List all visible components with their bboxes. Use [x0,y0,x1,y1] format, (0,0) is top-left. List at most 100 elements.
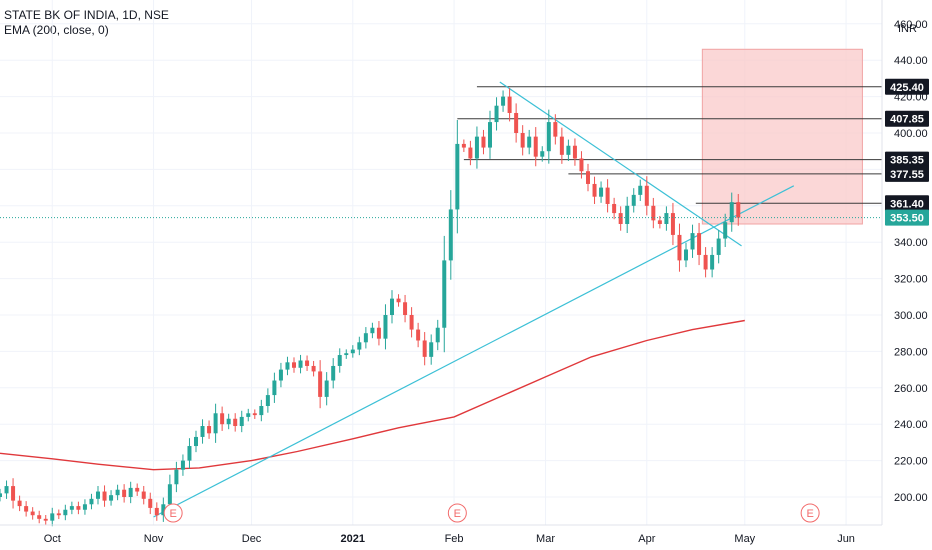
candle-body [651,205,656,221]
x-tick-label: 2021 [341,533,365,545]
level-price-tag: 407.85 [885,110,929,127]
level-price-tag: 425.40 [885,78,929,95]
target-zone-rect [701,48,863,225]
x-tick-label: Mar [536,533,555,545]
candle-body [605,187,610,204]
candle-body [559,136,564,155]
candle-body [115,489,120,496]
candle-body [161,504,166,516]
candle-body [344,353,349,356]
candle-body [187,446,192,461]
candle-body [350,349,355,354]
candle-body [403,302,408,315]
event-badge [447,503,467,523]
y-tick-label: 200.00 [894,492,928,504]
candle-body [69,506,74,510]
candle-body [194,436,198,447]
candle-body [220,413,225,425]
ema-200-line [0,319,745,471]
candle-body [337,355,342,366]
candle-body [644,185,649,206]
candle-body [520,133,525,148]
candle-body [141,491,146,499]
candle-body [501,96,506,106]
level-price-tag: 385.35 [885,151,929,168]
level-price-tag-bg [885,78,929,95]
candle-body [566,145,571,155]
candle-body [272,380,277,396]
candle-body [494,105,499,123]
x-tick-label: Feb [445,533,464,545]
candle-body [370,327,375,334]
candles [0,88,741,527]
event-badge [163,503,183,523]
candle-body [631,194,636,206]
candle-body [4,486,9,494]
y-tick-label: 220.00 [894,456,928,468]
trendline [153,185,795,518]
candle-body [481,136,486,148]
candle-body [416,329,421,341]
candle-body [488,122,492,148]
indicator-legend: EMA (200, close, 0) [4,23,109,37]
candle-body [710,254,715,270]
candle-body [448,209,453,261]
currency-label: INR [898,23,917,35]
candle-body [76,506,81,510]
candle-body [24,506,29,512]
candle-body [128,487,133,497]
candle-body [239,416,244,427]
last-price-tag: 353.50 [885,209,929,226]
candle-body [657,220,662,224]
candle-body [474,136,479,159]
candle-body [331,365,336,381]
candle-body [618,213,623,224]
candle-body [677,234,682,261]
candle-body [697,233,702,255]
candle-body [0,493,2,497]
candle-body [357,342,362,350]
candle-body [553,122,558,137]
candle-body [37,515,42,519]
candle-body [527,136,532,148]
candle-body [285,362,290,370]
level-price-tag-bg [885,165,929,182]
x-tick-label: Nov [144,533,164,545]
candle-body [599,187,604,197]
level-price-tag-text: 377.55 [890,169,924,181]
level-price-tag-bg [885,151,929,168]
symbol-title: STATE BK OF INDIA, 1D, NSE [4,8,169,22]
horizontal-levels [457,86,882,204]
level-price-tag-text: 407.85 [890,114,924,126]
candle-body [122,489,127,497]
y-tick-label: 460.00 [894,19,928,31]
candle-body [729,202,734,223]
candle-body [56,513,61,516]
candle-body [17,500,22,507]
candle-body [324,380,329,397]
candle-body [468,147,473,159]
candle-body [180,460,185,470]
candle-body [592,183,597,197]
candle-body [318,371,323,397]
candle-body [540,151,545,157]
level-price-tag: 361.40 [885,195,929,212]
y-tick-label: 300.00 [894,310,928,322]
candle-body [435,327,440,343]
event-label: E [454,508,461,520]
candle-body [154,507,159,516]
y-tick-label: 280.00 [894,346,928,358]
candle-body [514,112,519,133]
target-zone [701,48,863,225]
candle-body [246,413,251,417]
candle-body [586,171,590,184]
candle-body [233,418,238,427]
trendline [499,81,742,247]
level-price-tag-text: 385.35 [890,155,924,167]
candle-body [135,487,140,492]
candle-body [82,504,87,510]
candle-body [723,222,728,239]
candle-body [383,315,388,339]
